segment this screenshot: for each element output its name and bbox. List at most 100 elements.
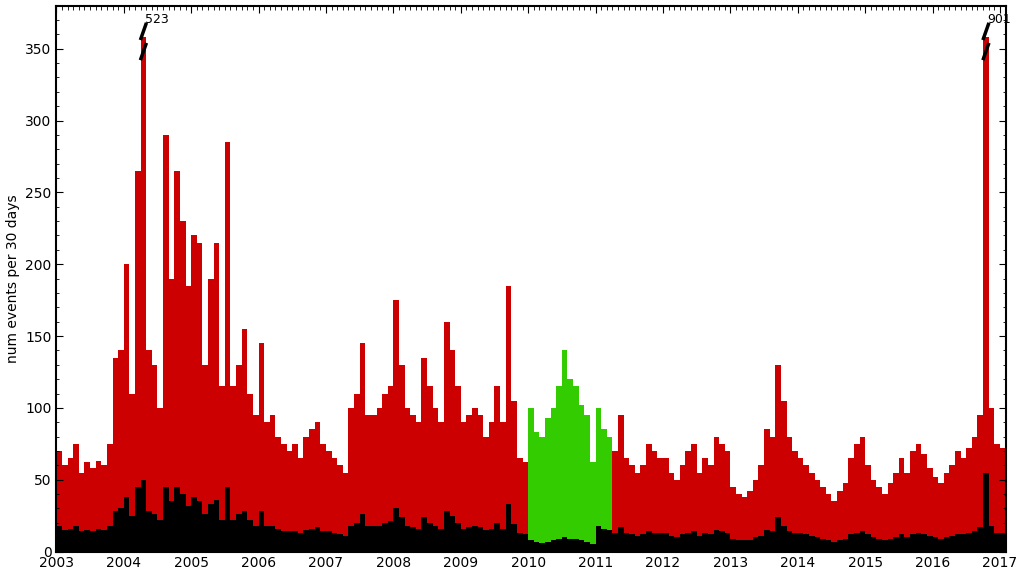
Bar [242,329,248,511]
Bar [495,386,500,523]
Bar [562,350,567,537]
Bar [203,365,208,552]
Bar [798,458,804,533]
Bar [237,365,242,514]
Bar [848,458,854,535]
Bar [764,430,770,552]
Bar [377,408,382,552]
Bar [135,171,140,487]
Bar [904,472,910,537]
Bar [870,480,877,537]
Bar [135,171,140,552]
Bar [404,408,411,526]
Bar [904,472,910,552]
Bar [736,494,741,540]
Bar [793,451,798,533]
Bar [511,401,517,552]
Bar [455,386,461,523]
Bar [314,422,321,552]
Bar [809,472,815,552]
Bar [612,451,618,533]
Bar [242,329,248,552]
Bar [287,451,292,532]
Bar [624,458,630,533]
Bar [248,393,253,520]
Bar [669,472,674,552]
Bar [371,415,377,526]
Bar [269,415,275,552]
Bar [197,242,203,552]
Bar [663,458,669,552]
Bar [388,386,393,552]
Bar [404,408,411,552]
Bar [169,279,174,501]
Bar [545,418,551,541]
Bar [113,358,118,552]
Bar [106,444,113,526]
Bar [809,472,815,536]
Bar [618,415,624,527]
Bar [472,408,477,526]
Bar [736,494,741,552]
Bar [422,358,427,552]
Bar [433,408,438,526]
Bar [590,463,596,552]
Bar [488,422,495,529]
Bar [994,444,1000,533]
Bar [90,468,95,552]
Bar [685,451,691,552]
Bar [630,465,635,552]
Bar [208,279,214,552]
Bar [253,415,258,552]
Bar [208,279,214,504]
Bar [225,142,230,552]
Bar [483,437,488,530]
Bar [185,286,191,506]
Bar [124,264,129,497]
Bar [382,393,388,523]
Bar [691,444,696,532]
Bar [837,491,843,540]
Bar [214,242,219,552]
Bar [118,350,124,509]
Bar [859,437,865,532]
Bar [416,422,422,552]
Bar [989,408,994,526]
Bar [915,444,922,533]
Bar [309,430,314,529]
Bar [927,468,933,552]
Bar [685,451,691,533]
Bar [854,444,859,533]
Bar [129,393,135,552]
Bar [62,465,68,530]
Bar [433,408,438,552]
Bar [748,491,753,552]
Y-axis label: num events per 30 days: num events per 30 days [5,194,19,363]
Bar [989,408,994,552]
Bar [573,386,579,552]
Bar [882,494,888,540]
Bar [455,386,461,552]
Bar [938,483,944,539]
Bar [674,480,680,537]
Bar [922,454,927,552]
Bar [915,444,922,552]
Bar [719,444,725,552]
Bar [910,451,915,535]
Bar [556,386,562,552]
Bar [309,430,314,552]
Bar [225,142,230,487]
Bar [585,415,590,552]
Bar [281,444,287,552]
Bar [753,480,759,552]
Bar [466,415,472,552]
Bar [922,454,927,535]
Bar [651,451,657,533]
Bar [949,465,955,552]
Bar [708,465,714,552]
Bar [298,458,303,552]
Bar [949,465,955,536]
Bar [185,286,191,552]
Bar [820,487,825,539]
Text: 901: 901 [987,13,1011,26]
